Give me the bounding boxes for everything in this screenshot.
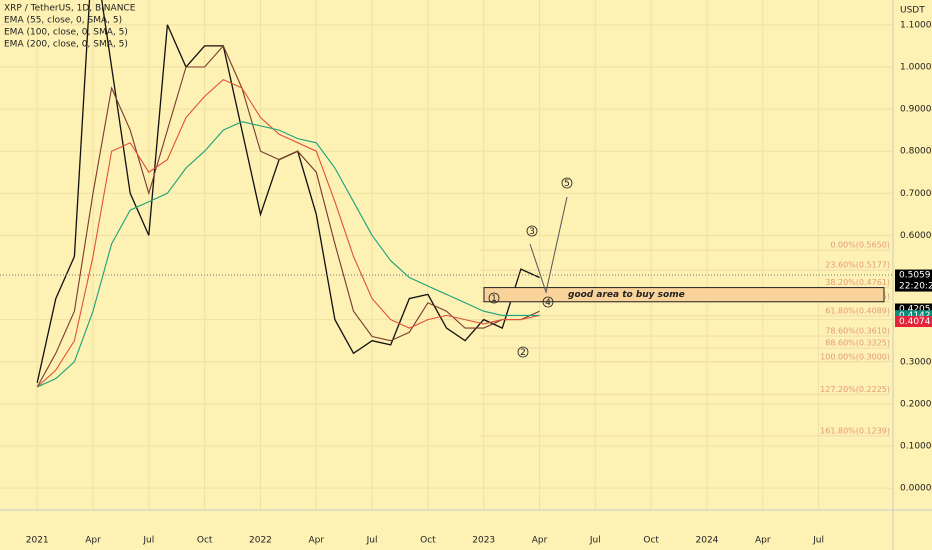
legend-entry: EMA (55, close, 0, SMA, 5): [4, 16, 122, 26]
x-tick-label: Apr: [532, 536, 548, 546]
y-tick-label: 0.8000: [900, 147, 932, 157]
wave-marker: [517, 346, 529, 358]
y-tick-label: 0.0000: [900, 484, 932, 494]
wave-marker: [526, 225, 538, 237]
x-tick-label: Apr: [755, 536, 771, 546]
y-tick-label: 0.7000: [900, 189, 932, 199]
fib-label: 78.60%(0.3610): [825, 327, 890, 336]
x-tick-label: Jul: [812, 536, 824, 546]
wave-projection: [529, 196, 568, 294]
wave-label: 1: [491, 294, 497, 304]
series: [36, 0, 540, 388]
annotation: good area to buy some: [568, 290, 685, 300]
price-tag: [895, 269, 932, 292]
price-tag: [895, 316, 932, 328]
legend-entry: EMA (200, close, 0, SMA, 5): [4, 40, 128, 50]
x-tick-label: 2022: [249, 536, 272, 546]
y-tick-label: 0.1000: [900, 441, 932, 451]
x-tick-label: Jul: [366, 536, 378, 546]
chart-title: XRP / TetherUS, 1D, BINANCE: [4, 4, 136, 14]
fib-label: 0.00%(0.5650): [830, 241, 890, 250]
wave-marker: [488, 292, 500, 304]
wave-label: 4: [545, 298, 551, 308]
ema-line: [36, 121, 540, 388]
y-tick-label: 0.9000: [900, 105, 932, 115]
y-tick-label: 1.1000: [900, 20, 932, 30]
annotations: good area to buy some 1 2 3 4 5: [483, 177, 885, 358]
fib-label: 88.60%(0.3325): [825, 339, 890, 348]
x-tick-label: Oct: [420, 536, 436, 546]
wave-label: 2: [520, 348, 526, 358]
wave-label: 3: [529, 227, 535, 237]
x-tick-label: Oct: [197, 536, 213, 546]
x-tick-label: Jul: [142, 536, 154, 546]
price-tag-label: 0.4074: [899, 317, 931, 327]
x-tick-label: Jul: [589, 536, 601, 546]
grid: [0, 0, 893, 510]
ema-line: [36, 44, 540, 388]
fib-label: 161.80%(0.1239): [820, 426, 890, 435]
wave-label: 5: [564, 179, 570, 189]
x-tick-label: Apr: [85, 536, 101, 546]
ema-line: [36, 78, 540, 388]
x-tick-label: 2021: [26, 536, 49, 546]
fib-label: 127.20%(0.2225): [820, 385, 890, 394]
wave-marker: [542, 296, 554, 308]
buy-zone: [483, 287, 885, 303]
fib-label: 38.20%(0.4761): [825, 278, 890, 287]
price-tag: [895, 310, 932, 322]
fib-label: 23.60%(0.5177): [825, 261, 890, 270]
y-tick-label: 0.2000: [900, 399, 932, 409]
x-tick-label: 2023: [472, 536, 495, 546]
legend-entry: EMA (100, close, 0, SMA, 5): [4, 28, 128, 38]
price-tag-label: 0.5059: [899, 271, 931, 281]
fib-label: 61.80%(0.4089): [825, 306, 890, 315]
y-tick-label: 0.3000: [900, 357, 932, 367]
fib-levels: 0.00%(0.5650) 23.60%(0.5177) 38.20%(0.4761…: [480, 241, 890, 437]
axis-unit: USDT: [900, 6, 925, 16]
x-tick-label: Oct: [643, 536, 659, 546]
x-tick-label: Apr: [308, 536, 324, 546]
price-tag-time: 22:20:26: [899, 282, 932, 292]
x-tick-label: 2024: [696, 536, 719, 546]
y-tick-label: 1.0000: [900, 62, 932, 72]
price-tag: [895, 303, 932, 315]
wave-marker: [561, 177, 573, 189]
price-tag-label: 0.4205: [899, 305, 931, 315]
y-tick-label: 0.6000: [900, 231, 932, 241]
fib-label: 100.00%(0.3000): [820, 352, 890, 361]
